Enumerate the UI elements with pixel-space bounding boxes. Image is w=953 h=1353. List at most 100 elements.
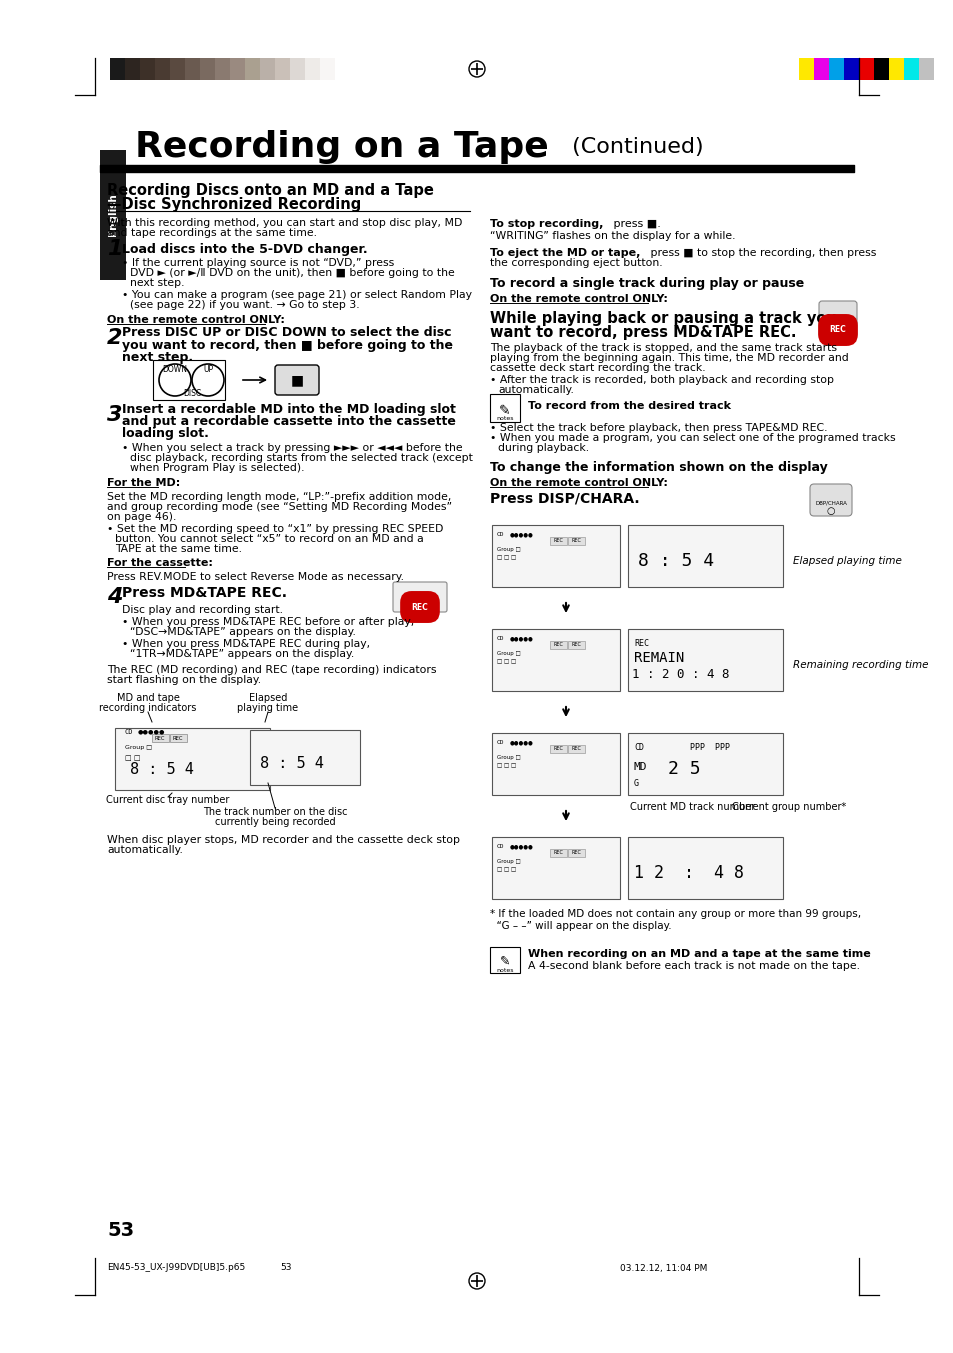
Bar: [888, 58, 903, 80]
Bar: [152, 733, 169, 741]
Text: automatically.: automatically.: [497, 386, 574, 395]
Bar: [627, 733, 782, 796]
Bar: [873, 58, 888, 80]
Text: Disc play and recording start.: Disc play and recording start.: [122, 605, 283, 616]
Text: 2 5: 2 5: [667, 760, 700, 778]
Bar: [799, 58, 813, 80]
Text: Elapsed playing time: Elapsed playing time: [792, 556, 901, 566]
Text: REC: REC: [553, 747, 562, 751]
Text: on page 46).: on page 46).: [107, 511, 176, 522]
Text: REC: REC: [172, 736, 183, 740]
Bar: [813, 58, 828, 80]
Text: Set the MD recording length mode, “LP:”-prefix addition mode,: Set the MD recording length mode, “LP:”-…: [107, 492, 451, 502]
Text: 1: 1: [107, 239, 122, 258]
Text: start flashing on the display.: start flashing on the display.: [107, 675, 261, 685]
Text: To eject the MD or tape,: To eject the MD or tape,: [490, 248, 639, 258]
Text: CD: CD: [497, 636, 504, 641]
Text: notes: notes: [496, 417, 514, 422]
Text: • If the current playing source is not “DVD,” press: • If the current playing source is not “…: [122, 258, 394, 268]
Bar: [550, 848, 566, 856]
Text: The track number on the disc: The track number on the disc: [203, 806, 347, 817]
Bar: [140, 58, 154, 80]
FancyBboxPatch shape: [274, 365, 318, 395]
Text: 1 2  :  4 8: 1 2 : 4 8: [634, 865, 743, 882]
Text: Recording on a Tape: Recording on a Tape: [135, 130, 548, 164]
Text: Load discs into the 5-DVD changer.: Load discs into the 5-DVD changer.: [122, 242, 367, 256]
Text: Insert a recordable MD into the MD loading slot: Insert a recordable MD into the MD loadi…: [122, 403, 456, 417]
Bar: [492, 838, 619, 898]
Text: DBP/CHARA: DBP/CHARA: [814, 501, 846, 506]
Text: □ □ □: □ □ □: [497, 867, 516, 873]
Text: DOWN: DOWN: [162, 365, 188, 375]
Bar: [125, 58, 140, 80]
Bar: [492, 525, 619, 587]
Bar: [567, 641, 584, 649]
Text: 2: 2: [107, 327, 122, 348]
Bar: [230, 58, 245, 80]
FancyBboxPatch shape: [818, 300, 856, 337]
Text: On the remote control ONLY:: On the remote control ONLY:: [107, 315, 285, 325]
Text: “1TR→MD&TAPE” appears on the display.: “1TR→MD&TAPE” appears on the display.: [130, 649, 354, 659]
Text: automatically.: automatically.: [107, 846, 183, 855]
Text: DISC: DISC: [183, 388, 201, 398]
Bar: [828, 58, 843, 80]
Text: Current disc tray number: Current disc tray number: [106, 796, 230, 805]
Text: CD: CD: [634, 743, 643, 751]
Bar: [260, 58, 274, 80]
Text: To stop recording,: To stop recording,: [490, 219, 602, 229]
Text: • Select the track before playback, then press TAPE&MD REC.: • Select the track before playback, then…: [490, 423, 826, 433]
Bar: [627, 525, 782, 587]
Bar: [319, 58, 335, 80]
Text: and group recording mode (see “Setting MD Recording Modes”: and group recording mode (see “Setting M…: [107, 502, 452, 511]
Text: Elapsed: Elapsed: [249, 693, 287, 704]
Text: when Program Play is selected).: when Program Play is selected).: [130, 463, 304, 474]
Text: • You can make a program (see page 21) or select Random Play: • You can make a program (see page 21) o…: [122, 290, 472, 300]
Text: “DSC→MD&TAPE” appears on the display.: “DSC→MD&TAPE” appears on the display.: [130, 626, 355, 637]
Text: REC: REC: [571, 851, 580, 855]
Bar: [843, 58, 858, 80]
Text: 8 : 5 4: 8 : 5 4: [638, 552, 714, 570]
Text: When disc player stops, MD recorder and the cassette deck stop: When disc player stops, MD recorder and …: [107, 835, 459, 846]
Bar: [492, 629, 619, 691]
Text: “WRITING” flashes on the display for a while.: “WRITING” flashes on the display for a w…: [490, 231, 735, 241]
Text: ✎: ✎: [499, 954, 510, 967]
Bar: [170, 733, 187, 741]
Bar: [170, 58, 185, 80]
Text: REC: REC: [571, 747, 580, 751]
Text: • When you made a program, you can select one of the programed tracks: • When you made a program, you can selec…: [490, 433, 895, 442]
Bar: [567, 537, 584, 545]
Text: ■: ■: [290, 373, 303, 387]
Text: Recording Discs onto an MD and a Tape: Recording Discs onto an MD and a Tape: [107, 183, 434, 198]
Text: REC: REC: [553, 643, 562, 648]
Text: The REC (MD recording) and REC (tape recording) indicators: The REC (MD recording) and REC (tape rec…: [107, 666, 436, 675]
Text: Press REV.MODE to select Reverse Mode as necessary.: Press REV.MODE to select Reverse Mode as…: [107, 572, 403, 582]
Text: UP: UP: [203, 365, 213, 375]
Text: currently being recorded: currently being recorded: [214, 817, 335, 827]
Text: Group □: Group □: [125, 746, 152, 751]
FancyBboxPatch shape: [393, 582, 447, 612]
Text: ○: ○: [826, 506, 835, 515]
Text: REC: REC: [829, 326, 845, 334]
Text: For the MD:: For the MD:: [107, 478, 180, 488]
Text: EN45-53_UX-J99DVD[UB]5.p65: EN45-53_UX-J99DVD[UB]5.p65: [107, 1264, 245, 1273]
Text: On the remote control ONLY:: On the remote control ONLY:: [490, 478, 667, 488]
Text: DVD ► (or ►/Ⅱ DVD on the unit), then ■ before going to the: DVD ► (or ►/Ⅱ DVD on the unit), then ■ b…: [130, 268, 455, 277]
Bar: [305, 58, 319, 80]
Text: REMAIN: REMAIN: [634, 651, 683, 666]
Text: playing from the beginning again. This time, the MD recorder and: playing from the beginning again. This t…: [490, 353, 848, 363]
Text: Group □: Group □: [497, 651, 520, 655]
Text: □ □ □: □ □ □: [497, 659, 516, 664]
Bar: [490, 394, 519, 422]
Text: □ □ □: □ □ □: [497, 763, 516, 769]
Text: (see page 22) if you want. → Go to step 3.: (see page 22) if you want. → Go to step …: [130, 300, 359, 310]
Bar: [490, 947, 519, 973]
Text: ●●●●●: ●●●●●: [510, 533, 533, 537]
Text: press ■.: press ■.: [609, 219, 660, 229]
Text: next step.: next step.: [122, 350, 193, 364]
Text: ●●●●●: ●●●●●: [138, 729, 165, 735]
Text: To change the information shown on the display: To change the information shown on the d…: [490, 460, 827, 474]
Text: 03.12.12, 11:04 PM: 03.12.12, 11:04 PM: [619, 1264, 706, 1273]
Text: loading slot.: loading slot.: [122, 428, 209, 441]
Text: —Disc Synchronized Recording: —Disc Synchronized Recording: [107, 196, 361, 211]
Text: * If the loaded MD does not contain any group or more than 99 groups,: * If the loaded MD does not contain any …: [490, 909, 861, 919]
